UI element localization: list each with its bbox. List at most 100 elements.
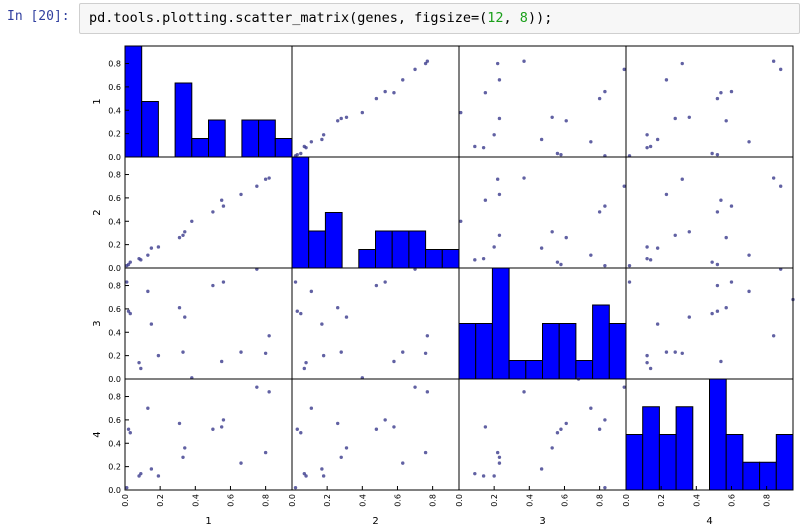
scatter-point: [655, 246, 660, 250]
histogram-bar: [542, 323, 560, 380]
x-axis-label: 1: [205, 516, 211, 527]
histogram-bar: [491, 267, 510, 380]
scatter-point: [724, 306, 728, 310]
scatter-point: [383, 89, 387, 94]
scatter-point: [339, 116, 343, 121]
y-tick-label: 0.8: [108, 393, 121, 402]
scatter-point: [139, 471, 143, 476]
scatter-point: [680, 177, 684, 181]
scatter-point: [715, 309, 720, 313]
scatter-point: [293, 485, 298, 490]
subplot-frame: [458, 378, 627, 491]
scatter-point: [715, 152, 720, 157]
histogram-bar: [575, 360, 594, 380]
scatter-point: [627, 263, 632, 268]
y-tick-label: 0.4: [108, 439, 121, 448]
scatter-point: [383, 280, 387, 284]
x-tick-label: 0.4: [692, 494, 701, 507]
histogram-bar: [625, 434, 644, 491]
subplot-frame: [291, 45, 460, 158]
scatter-point: [645, 245, 649, 249]
scatter-point: [383, 418, 387, 422]
scatter-point: [747, 140, 751, 144]
scatter-point: [413, 67, 417, 72]
scatter-point: [425, 59, 430, 63]
histogram-bar: [642, 406, 660, 491]
scatter-point: [146, 289, 150, 294]
x-tick-label: 0.2: [323, 494, 332, 507]
scatter-point: [344, 115, 349, 119]
y-axis-label: 3: [92, 320, 103, 326]
code-input-cell[interactable]: pd.tools.plotting.scatter_matrix(genes, …: [79, 3, 800, 34]
scatter-point: [495, 177, 500, 181]
histogram-bar: [324, 212, 343, 269]
histogram-bar: [592, 304, 610, 380]
scatter-point: [771, 59, 776, 63]
scatter-point: [183, 446, 187, 450]
scatter-point: [374, 96, 379, 101]
scatter-point: [555, 431, 560, 435]
x-tick-label: 0.0: [455, 494, 464, 507]
scatter-point: [295, 427, 299, 431]
x-tick-label: 0.0: [288, 494, 297, 507]
scatter-point: [664, 350, 669, 354]
subplot-frame: [625, 267, 794, 380]
scatter-point: [263, 177, 268, 181]
histogram-bar: [308, 230, 326, 269]
x-tick-label: 0.2: [156, 494, 165, 507]
scatter-point: [729, 89, 734, 94]
scatter-point: [392, 359, 396, 364]
y-tick-label: 0.0: [108, 375, 121, 384]
y-tick-label: 0.8: [108, 60, 121, 69]
code-text-start: pd.tools.plotting.scatter_matrix(genes, …: [89, 10, 488, 26]
histogram-bar: [375, 230, 393, 269]
scatter-point: [139, 258, 143, 262]
scatter-point: [603, 204, 607, 208]
scatter-point: [603, 418, 607, 422]
scatter-point: [239, 350, 243, 354]
x-tick-label: 0.8: [596, 494, 605, 507]
y-tick-label: 0.8: [108, 171, 121, 180]
scatter-point: [719, 91, 723, 95]
scatter-point: [497, 233, 502, 237]
y-axis-label: 4: [92, 431, 103, 437]
subplot-frame: [625, 156, 794, 269]
scatter-point: [320, 137, 324, 142]
histogram-bar: [742, 461, 761, 491]
scatter-point: [263, 351, 268, 355]
scatter-point: [589, 406, 593, 410]
scatter-point: [603, 263, 607, 268]
scatter-point: [729, 280, 734, 284]
histogram-bar: [408, 230, 427, 269]
histogram-bar: [725, 434, 744, 491]
input-prompt: In [20]:: [7, 9, 70, 24]
scatter-point: [181, 455, 185, 459]
y-tick-label: 0.0: [108, 153, 121, 162]
scatter-point: [321, 474, 326, 478]
scatter-point: [771, 334, 776, 338]
scatter-matrix-plot: 0.0 0.2 0.4 0.6 0.8 1 0.0 0.2 0.4 0.6 0.8 2 0.0 0.2 0.…: [92, 45, 795, 527]
scatter-point: [715, 262, 720, 267]
histogram-bar: [358, 249, 376, 269]
scatter-point: [555, 151, 560, 156]
scatter-point: [559, 427, 563, 431]
histogram-bar: [458, 323, 477, 380]
scatter-point: [483, 198, 488, 202]
scatter-point: [564, 235, 568, 240]
scatter-point: [267, 176, 271, 180]
scatter-point: [255, 184, 259, 188]
histogram-bar: [709, 378, 727, 491]
scatter-point: [497, 461, 502, 465]
x-tick-label: 0.0: [121, 494, 130, 507]
scatter-point: [149, 467, 154, 471]
scatter-point: [293, 280, 298, 284]
scatter-point: [495, 450, 500, 455]
x-axis-label: 2: [372, 516, 378, 527]
scatter-point: [655, 322, 660, 326]
histogram-bar: [208, 119, 226, 158]
scatter-point: [139, 366, 143, 371]
scatter-point: [181, 350, 185, 354]
scatter-point: [128, 260, 132, 264]
scatter-point: [177, 306, 182, 310]
x-tick-label: 0.8: [262, 494, 271, 507]
